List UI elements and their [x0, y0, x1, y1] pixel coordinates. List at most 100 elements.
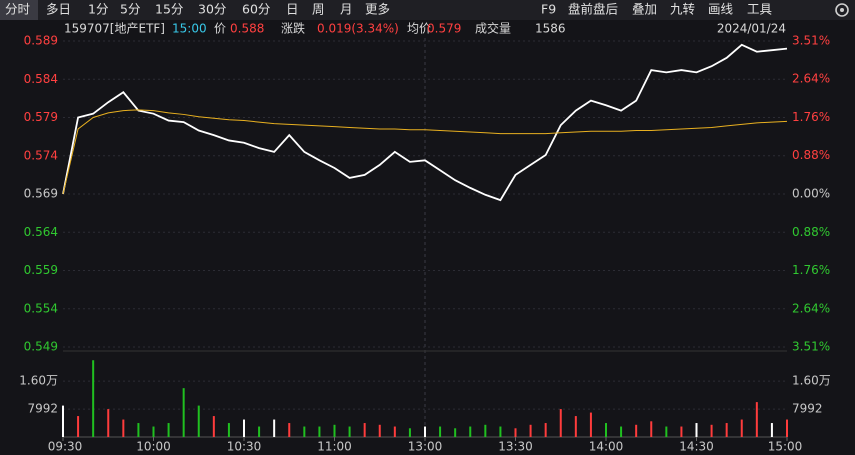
volume-bar — [393, 426, 396, 437]
x-tick-label: 14:00 — [589, 440, 624, 454]
volume-bar — [318, 426, 321, 437]
toolbar-button[interactable]: 60分 — [242, 2, 270, 17]
volume-bar — [770, 423, 773, 437]
avg-label: 均价 — [407, 22, 431, 36]
volume-bar — [107, 409, 110, 437]
x-tick-label: 10:00 — [136, 440, 171, 454]
volume-bar — [786, 419, 788, 437]
x-tick-label: 10:30 — [227, 440, 262, 454]
volume-label: 成交量 — [475, 21, 511, 36]
volume-bar — [122, 419, 125, 437]
date: 2024/01/24 — [717, 22, 786, 36]
volume-bar — [273, 419, 276, 437]
y-tick-label: 0.579 — [24, 110, 58, 124]
toolbar-button[interactable]: 15分 — [155, 2, 183, 17]
price-line — [62, 43, 788, 202]
x-tick-label: 14:30 — [679, 440, 714, 454]
y-tick-label: 0.574 — [24, 148, 58, 162]
volume-bar — [665, 426, 668, 437]
y2-tick-label: 0.88% — [792, 148, 830, 162]
volume-bar — [650, 421, 653, 437]
toolbar — [0, 0, 855, 20]
change-label: 涨跌 — [281, 21, 305, 36]
y-tick-label: 0.584 — [24, 72, 58, 86]
volume-bar — [454, 428, 457, 437]
volume-bar — [620, 426, 623, 437]
toolbar-button[interactable]: 多日 — [46, 2, 71, 17]
y-tick-label: 7992 — [27, 402, 58, 416]
y-tick-label: 1.60万 — [19, 374, 58, 388]
volume-bar — [62, 405, 64, 437]
y-tick-label: 0.589 — [24, 34, 58, 48]
volume-bar — [197, 405, 200, 437]
volume-bar — [137, 423, 140, 437]
volume-bar — [348, 426, 351, 437]
volume-bar — [288, 423, 291, 437]
toolbar-button[interactable]: F9 — [541, 2, 556, 17]
volume-bar — [152, 426, 155, 437]
y2-tick-label: 1.76% — [792, 110, 830, 124]
code: 159707[地产ETF] — [64, 22, 165, 36]
price-line — [62, 109, 788, 195]
volume-bar — [378, 424, 381, 437]
volume-bar — [574, 416, 577, 437]
y2-tick-label: 7992 — [792, 402, 823, 416]
y2-tick-label: 3.51% — [792, 340, 830, 354]
volume-bar — [559, 409, 562, 437]
y2-tick-label: 1.60万 — [792, 374, 831, 388]
y2-tick-label: 2.64% — [792, 71, 830, 85]
toolbar-button[interactable]: 分时 — [5, 2, 31, 17]
volume-bar — [92, 360, 95, 437]
y2-tick-label: 0.00% — [792, 187, 830, 201]
toolbar-button[interactable]: 更多 — [365, 2, 390, 17]
y-tick-label: 0.559 — [24, 263, 58, 277]
volume-bar — [227, 423, 230, 437]
volume-bar — [258, 426, 261, 437]
price: 0.588 — [230, 22, 264, 36]
volume-bar — [408, 428, 411, 437]
volume-bar — [212, 416, 215, 437]
volume-bar — [529, 424, 532, 437]
y-tick-label: 0.569 — [24, 187, 58, 201]
y-tick-label: 0.564 — [24, 225, 58, 239]
volume-bar — [725, 423, 728, 437]
x-tick-label: 13:30 — [498, 440, 533, 454]
y2-tick-label: 2.64% — [792, 302, 830, 316]
toolbar-button[interactable]: 日 — [286, 2, 299, 17]
volume-bar — [710, 424, 713, 437]
selected-tab — [0, 0, 38, 20]
volume-bar — [333, 424, 336, 437]
volume-bar — [680, 426, 683, 437]
volume-bar — [514, 428, 517, 437]
y2-tick-label: 0.88% — [792, 225, 830, 239]
toolbar-button[interactable]: 画线 — [708, 2, 734, 17]
volume-bar — [484, 424, 487, 437]
toolbar-button[interactable]: 工具 — [747, 2, 773, 17]
y2-tick-label: 3.51% — [792, 34, 830, 48]
volume-bar — [439, 426, 442, 437]
volume-bar — [755, 402, 758, 437]
volume-bar — [303, 426, 306, 437]
toolbar-button[interactable]: 盘前盘后 — [568, 2, 618, 17]
settings-icon[interactable] — [835, 3, 849, 17]
volume-bar — [589, 412, 592, 437]
toolbar-button[interactable]: 1分 — [88, 2, 108, 17]
toolbar-button[interactable]: 叠加 — [632, 2, 657, 17]
toolbar-button[interactable]: 5分 — [120, 2, 140, 17]
y-tick-label: 0.554 — [24, 301, 58, 315]
volume-bar — [695, 423, 698, 437]
toolbar-button[interactable]: 周 — [312, 2, 325, 17]
volume-bar — [499, 426, 502, 437]
volume-bar — [469, 426, 472, 437]
y-tick-label: 0.549 — [24, 340, 58, 354]
time: 15:00 — [172, 22, 207, 36]
toolbar-button[interactable]: 九转 — [670, 2, 695, 17]
toolbar-button[interactable]: 月 — [340, 2, 353, 17]
volume-bar — [740, 419, 743, 437]
volume-bar — [167, 423, 170, 437]
toolbar-button[interactable]: 30分 — [198, 2, 226, 17]
y2-tick-label: 1.76% — [792, 263, 830, 277]
volume-bar — [605, 423, 607, 437]
x-tick-label: 15:00 — [768, 440, 803, 454]
